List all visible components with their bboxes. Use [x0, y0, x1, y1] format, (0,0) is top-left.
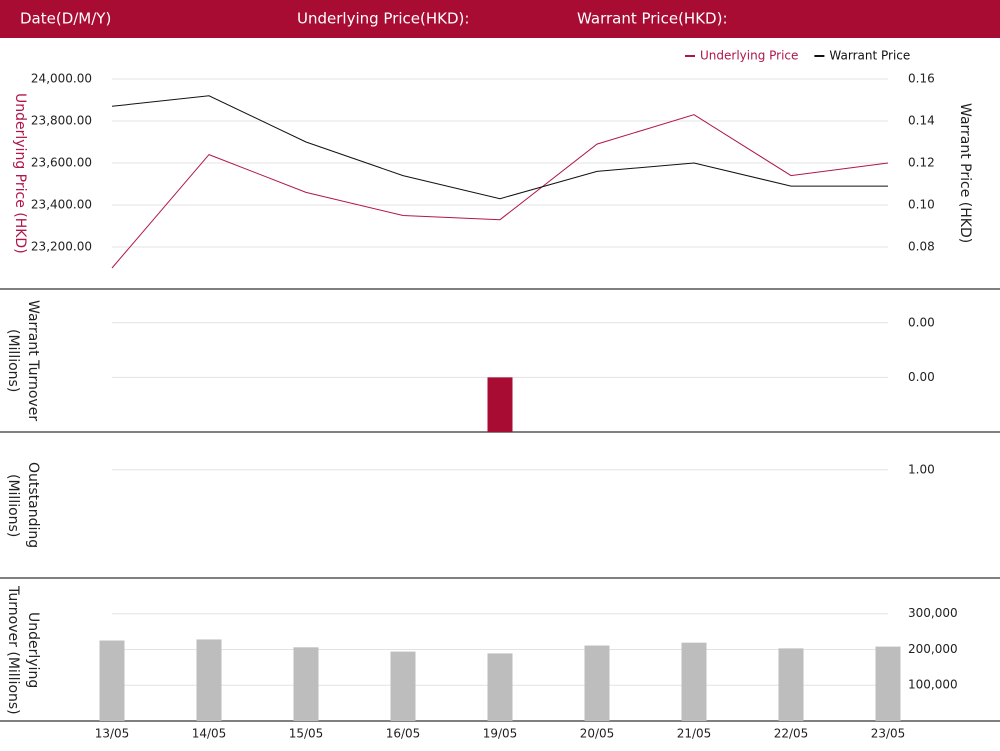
bar: [584, 645, 610, 721]
x-tick-label: 20/05: [580, 727, 615, 741]
x-tick-label: 22/05: [774, 727, 809, 741]
bar: [293, 647, 319, 721]
x-tick-label: 21/05: [677, 727, 712, 741]
line-series: [111, 114, 889, 269]
bar: [196, 639, 222, 721]
line-series: [111, 95, 888, 200]
bar: [778, 648, 804, 721]
y-tick-label: 0.10: [908, 198, 935, 212]
axis-label: Warrant Price (HKD): [957, 103, 973, 244]
y-tick-label: 0.08: [908, 240, 935, 254]
y-tick-label: 0.00: [908, 315, 935, 329]
y-tick-label: 24,000.00: [31, 72, 92, 86]
y-tick-label: 23,800.00: [31, 114, 92, 128]
x-tick-label: 15/05: [289, 727, 324, 741]
y-tick-label: 23,400.00: [31, 198, 92, 212]
y-tick-label: 23,200.00: [31, 240, 92, 254]
header-bar: [0, 0, 1000, 38]
x-tick-label: 16/05: [386, 727, 421, 741]
bar: [99, 640, 125, 721]
bar: [681, 642, 707, 721]
legend-label: Underlying Price: [700, 49, 798, 63]
y-tick-label: 0.12: [908, 156, 935, 170]
x-tick-label: 19/05: [483, 727, 518, 741]
axis-label: Warrant Turnover (Millions): [5, 300, 41, 422]
bar: [487, 377, 513, 432]
y-tick-label: 100,000: [908, 678, 958, 692]
y-tick-label: 1.00: [908, 462, 935, 476]
header-underlying: Underlying Price(HKD):: [297, 10, 469, 28]
y-tick-label: 0.14: [908, 114, 935, 128]
bar: [875, 646, 901, 721]
header-warrant: Warrant Price(HKD):: [577, 10, 728, 28]
axis-label: Underlying Turnover (Millions): [5, 585, 41, 715]
bar: [487, 653, 513, 721]
y-tick-label: 0.16: [908, 72, 935, 86]
x-tick-label: 23/05: [871, 727, 906, 741]
y-tick-label: 200,000: [908, 642, 958, 656]
x-tick-label: 13/05: [95, 727, 130, 741]
y-tick-label: 0.00: [908, 370, 935, 384]
axis-label: Outstanding (Millions): [5, 462, 41, 549]
y-tick-label: 23,600.00: [31, 156, 92, 170]
axis-label: Underlying Price (HKD): [12, 93, 28, 254]
header-date: Date(D/M/Y): [20, 10, 111, 28]
bar: [390, 651, 416, 721]
legend-label: Warrant Price: [829, 49, 910, 63]
x-tick-label: 14/05: [192, 727, 227, 741]
y-tick-label: 300,000: [908, 606, 958, 620]
